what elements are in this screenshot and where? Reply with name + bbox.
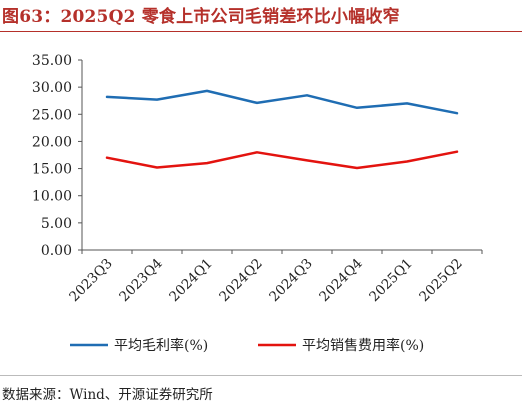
x-tick-label: 2023Q3: [66, 256, 116, 306]
y-tick-label: 35.00: [32, 53, 72, 69]
chart-axes: [81, 60, 482, 251]
legend-label-1: 平均毛利率(%): [114, 337, 208, 354]
y-tick-label: 5.00: [41, 216, 72, 232]
x-tick-label: 2024Q1: [166, 256, 216, 306]
x-tick-label: 2025Q2: [416, 256, 466, 306]
y-tick-label: 0.00: [41, 243, 72, 259]
legend: 平均毛利率(%) 平均销售费用率(%): [70, 337, 424, 354]
series-lines: [105, 89, 459, 170]
x-axis-ticks: 2023Q3 2023Q4 2024Q1 2024Q2 2024Q3 2024Q4 2025…: [66, 250, 483, 306]
x-tick-label: 2024Q4: [316, 256, 366, 306]
series-line-2: [105, 150, 459, 170]
source-note: 数据来源：Wind、开源证券研究所: [2, 387, 213, 403]
source-divider: [0, 375, 522, 376]
legend-label-2: 平均销售费用率(%): [302, 337, 424, 354]
series-line-1: [105, 89, 459, 115]
y-tick-label: 15.00: [32, 162, 72, 178]
y-axis-ticks: 0.00 5.00 10.00 15.00 20.00 25.00 30.00 35.00: [32, 53, 82, 259]
y-tick-label: 20.00: [32, 134, 72, 150]
line-chart: 0.00 5.00 10.00 15.00 20.00 25.00 30.00 35.00 2…: [32, 53, 483, 354]
x-tick-label: 2025Q1: [366, 256, 416, 306]
x-tick-label: 2024Q2: [216, 256, 266, 306]
x-tick-label: 2024Q3: [266, 256, 316, 306]
y-tick-label: 30.00: [32, 80, 72, 96]
x-tick-label: 2023Q4: [116, 256, 166, 306]
y-tick-label: 10.00: [32, 189, 72, 205]
title-divider: [0, 31, 522, 32]
y-tick-label: 25.00: [32, 107, 72, 123]
figure-title: 图63：2025Q2 零食上市公司毛销差环比小幅收窄: [2, 7, 400, 27]
